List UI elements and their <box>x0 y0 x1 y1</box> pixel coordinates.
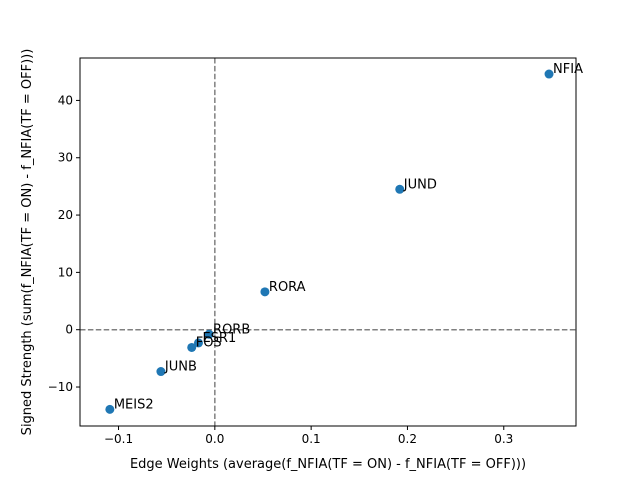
point-label: RORA <box>269 280 306 295</box>
y-axis-label: Signed Strength (sum(f_NFIA(TF = ON) - f… <box>20 49 35 436</box>
point-label: MEIS2 <box>114 397 154 412</box>
data-point <box>187 342 197 352</box>
y-tick-label: 0 <box>65 323 73 337</box>
y-tick-label: 20 <box>58 208 73 222</box>
x-tick-label: 0.2 <box>398 432 417 446</box>
point-label: JUND <box>403 177 437 192</box>
x-tick-label: 0.1 <box>302 432 321 446</box>
data-point <box>156 367 166 377</box>
point-label: ESR1 <box>202 331 236 346</box>
point-label: RORB <box>213 322 250 337</box>
plot-frame <box>79 57 577 427</box>
data-point <box>544 69 554 79</box>
y-tick-label: −10 <box>48 380 73 394</box>
y-tick-label: 30 <box>58 151 73 165</box>
x-tick-label: 0.0 <box>205 432 224 446</box>
data-point <box>193 338 203 348</box>
x-tick-label: 0.3 <box>494 432 513 446</box>
point-label: JUNB <box>164 360 197 375</box>
x-tick-label: −0.1 <box>104 432 133 446</box>
data-point <box>395 184 405 194</box>
data-point <box>105 404 115 414</box>
y-tick-label: 40 <box>58 93 73 107</box>
x-axis-label: Edge Weights (average(f_NFIA(TF = ON) - … <box>130 457 526 472</box>
point-label: FOS <box>196 335 222 350</box>
data-point <box>204 329 214 339</box>
point-label: NFIA <box>553 62 583 77</box>
y-tick-label: 10 <box>58 265 73 279</box>
data-point <box>260 287 270 297</box>
